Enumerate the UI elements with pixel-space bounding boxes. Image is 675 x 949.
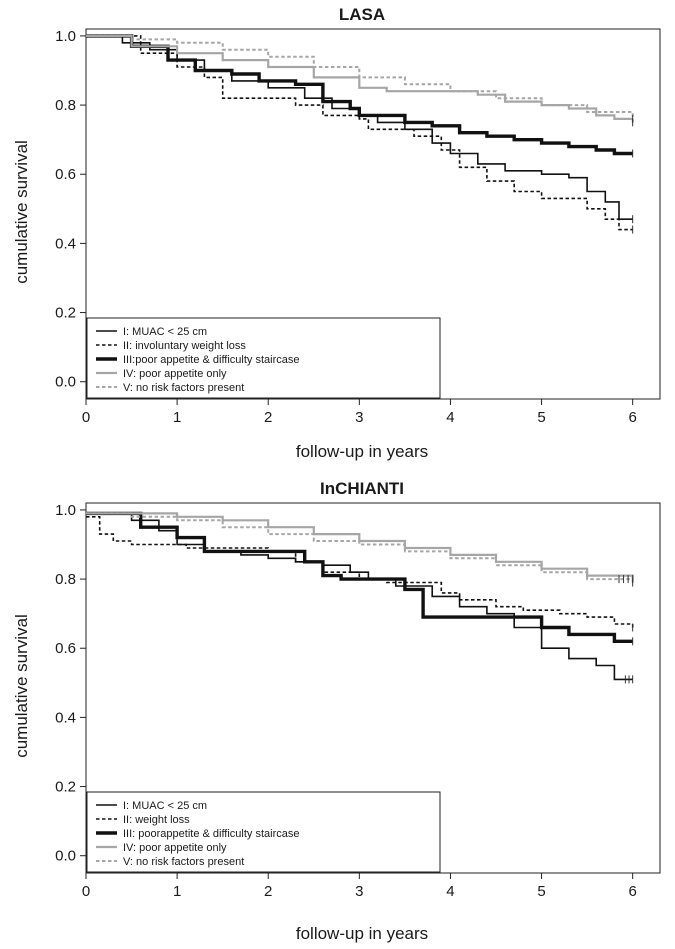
legend-label: III: poorappetite & difficulty staircase xyxy=(123,828,300,840)
lasa-panel: LASA follow-up in years cumulative survi… xyxy=(0,0,675,474)
x-axis-label: follow-up in years xyxy=(296,442,428,461)
x-tick-label: 3 xyxy=(355,883,363,900)
chart-title: InCHIANTI xyxy=(320,479,404,498)
x-tick-label: 5 xyxy=(537,409,545,426)
series-line-3 xyxy=(86,511,633,643)
x-tick-label: 0 xyxy=(82,883,90,900)
series-line-4 xyxy=(86,512,634,580)
y-tick-label: 0.8 xyxy=(55,571,76,588)
x-tick-label: 2 xyxy=(264,409,272,426)
y-tick-label: 1.0 xyxy=(55,28,76,45)
y-tick-label: 0.6 xyxy=(55,640,76,657)
inchianti-chart: InCHIANTI follow-up in years cumulative … xyxy=(12,479,661,943)
legend-label: V: no risk factors present xyxy=(123,382,244,394)
inchianti-panel: InCHIANTI follow-up in years cumulative … xyxy=(0,474,675,948)
x-tick-label: 6 xyxy=(628,883,636,900)
y-tick-label: 0.0 xyxy=(55,374,76,391)
legend-label: III:poor appetite & difficulty staircase xyxy=(123,354,300,366)
y-tick-label: 0.0 xyxy=(55,848,76,865)
legend-label: V: no risk factors present xyxy=(123,856,244,868)
x-tick-label: 1 xyxy=(173,883,181,900)
series-line-2 xyxy=(86,35,633,231)
x-axis-label: follow-up in years xyxy=(296,924,428,943)
series-line-5 xyxy=(86,512,634,583)
plot-frame xyxy=(85,502,661,874)
y-tick-label: 0.6 xyxy=(55,166,76,183)
series-line-5 xyxy=(86,34,634,123)
legend-box xyxy=(86,317,441,399)
legend-label: I: MUAC < 25 cm xyxy=(123,800,207,812)
x-tick-label: 1 xyxy=(173,409,181,426)
legend-label: I: MUAC < 25 cm xyxy=(123,326,207,338)
x-tick-label: 4 xyxy=(446,883,454,900)
series-line-1 xyxy=(86,512,633,681)
y-axis-label: cumulative survival xyxy=(12,614,31,758)
x-tick-label: 2 xyxy=(264,883,272,900)
series-line-3 xyxy=(86,34,633,156)
chart-title: LASA xyxy=(339,5,385,24)
x-tick-label: 4 xyxy=(446,409,454,426)
x-tick-label: 3 xyxy=(355,409,363,426)
legend-label: IV: poor appetite only xyxy=(123,842,227,854)
y-tick-label: 0.4 xyxy=(55,235,76,252)
legend-label: IV: poor appetite only xyxy=(123,368,227,380)
y-tick-label: 0.4 xyxy=(55,709,76,726)
y-tick-label: 1.0 xyxy=(55,502,76,519)
plot-frame xyxy=(85,28,661,400)
series-line-4 xyxy=(86,34,633,120)
lasa-chart: LASA follow-up in years cumulative survi… xyxy=(12,5,661,461)
x-tick-label: 5 xyxy=(537,883,545,900)
x-tick-label: 6 xyxy=(628,409,636,426)
legend-label: II: weight loss xyxy=(123,814,190,826)
y-tick-label: 0.8 xyxy=(55,97,76,114)
y-tick-label: 0.2 xyxy=(55,779,76,796)
legend-label: II: involuntary weight loss xyxy=(123,340,246,352)
y-tick-label: 0.2 xyxy=(55,305,76,322)
legend-box xyxy=(86,791,441,873)
series-line-1 xyxy=(86,35,633,220)
y-axis-label: cumulative survival xyxy=(12,140,31,284)
x-tick-label: 0 xyxy=(82,409,90,426)
